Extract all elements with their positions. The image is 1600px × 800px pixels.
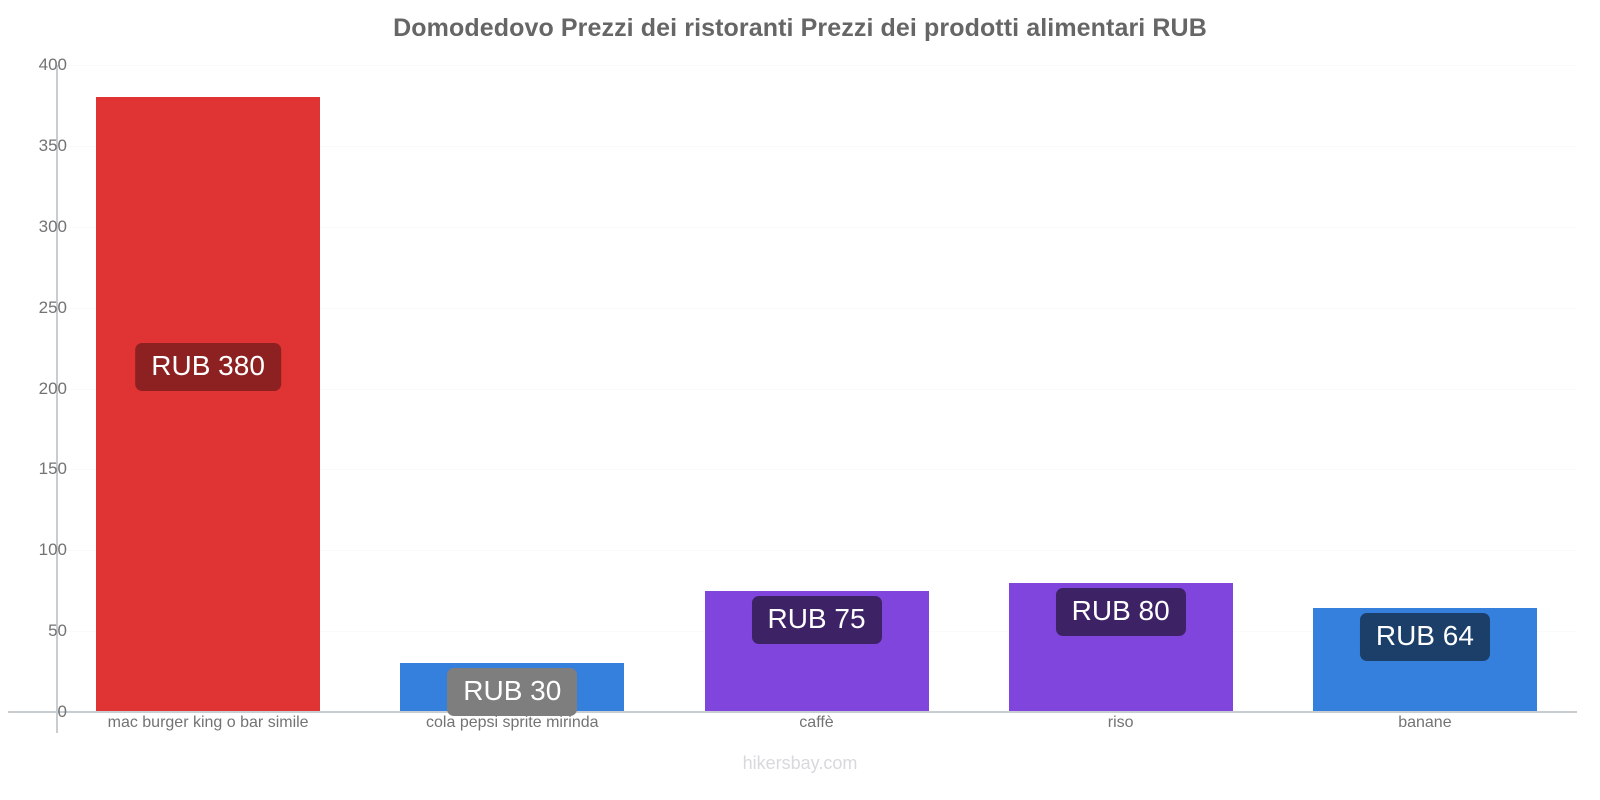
gridline <box>56 226 1577 228</box>
bar-value-label: RUB 380 <box>135 343 281 392</box>
y-axis-tick-label: 0 <box>57 702 67 721</box>
gridline <box>56 550 1577 552</box>
bar-value-label: RUB 30 <box>447 668 578 717</box>
y-axis-tick-label: 250 <box>38 297 67 317</box>
y-axis-tick-label: 300 <box>38 216 67 236</box>
y-axis-tick-label: 150 <box>38 459 67 479</box>
x-axis-tick-label: caffè <box>799 714 834 731</box>
y-axis-line <box>56 65 58 733</box>
chart-title: Domodedovo Prezzi dei ristoranti Prezzi … <box>393 14 1207 42</box>
source-watermark: hikersbay.com <box>742 753 858 773</box>
plot-area <box>56 65 1577 712</box>
x-axis-tick-label: mac burger king o bar simile <box>107 714 309 731</box>
y-axis-tick-label: 100 <box>38 540 67 560</box>
y-axis-tick-label: 200 <box>38 378 67 398</box>
x-axis-tick-label: banane <box>1398 714 1452 731</box>
gridline <box>56 65 1577 66</box>
x-axis-tick-label: cola pepsi sprite mirinda <box>426 714 599 731</box>
bar-value-label: RUB 64 <box>1359 613 1490 662</box>
x-axis-tick-label: riso <box>1107 714 1134 731</box>
y-axis-tick-label: 350 <box>38 135 67 155</box>
bar-value-label: RUB 75 <box>751 595 882 644</box>
gridline <box>56 145 1577 147</box>
bar-value-label: RUB 80 <box>1055 587 1186 636</box>
y-axis-tick-label: 50 <box>48 621 67 641</box>
bar[interactable] <box>96 97 321 712</box>
gridline <box>56 469 1577 471</box>
y-axis-tick-label: 400 <box>38 55 67 74</box>
gridline <box>56 388 1577 390</box>
x-axis-line <box>8 711 1577 713</box>
gridline <box>56 307 1577 309</box>
